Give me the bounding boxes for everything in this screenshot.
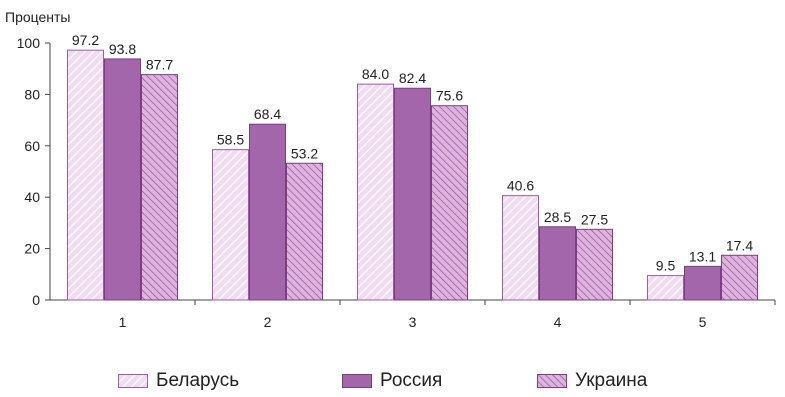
data-label: 40.6 [507, 178, 534, 194]
x-tick-label: 4 [554, 314, 562, 330]
data-label: 53.2 [291, 145, 318, 161]
data-label: 97.2 [72, 32, 99, 48]
legend-item-russia: Россия [342, 370, 442, 392]
legend-swatch-russia [342, 374, 372, 388]
data-label: 58.5 [217, 132, 244, 148]
y-tick-label: 60 [24, 138, 40, 154]
y-tick-label: 40 [24, 189, 40, 205]
legend-label-russia: Россия [380, 370, 443, 391]
x-tick-label: 3 [409, 314, 417, 330]
y-tick-label: 0 [32, 292, 40, 308]
bar-russia-4 [539, 226, 576, 301]
bar-russia-2 [249, 123, 286, 301]
data-label: 82.4 [399, 70, 426, 86]
bar-belarus-4 [502, 195, 539, 301]
bar-ukraine-5 [721, 254, 758, 301]
bar-russia-3 [394, 87, 431, 301]
bar-ukraine-4 [576, 228, 613, 301]
bar-chart: Проценты 0 20 40 60 80 100 1 2 3 4 5 97.2 93.8 87.7 5… [5, 9, 776, 330]
bar-belarus-1 [67, 49, 104, 301]
bars [67, 49, 758, 301]
legend-item-ukraine: Украина [537, 370, 647, 392]
x-tick-label: 2 [264, 314, 272, 330]
legend-swatch-ukraine [537, 374, 567, 388]
bar-belarus-3 [357, 83, 394, 301]
data-label: 87.7 [146, 57, 173, 73]
bar-ukraine-1 [141, 74, 178, 301]
bar-russia-1 [104, 58, 141, 301]
data-label: 84.0 [362, 66, 389, 82]
bar-belarus-2 [212, 149, 249, 301]
legend-swatch-belarus [118, 374, 148, 388]
bar-ukraine-3 [431, 105, 468, 301]
y-tick-label: 20 [24, 241, 40, 257]
legend: Беларусь Россия Украина [0, 370, 785, 394]
bar-belarus-5 [647, 275, 684, 301]
y-tick-label: 100 [17, 35, 41, 51]
data-label: 28.5 [544, 209, 571, 225]
legend-item-belarus: Беларусь [118, 370, 239, 392]
x-tick-label: 1 [119, 314, 127, 330]
bar-russia-5 [684, 265, 721, 301]
data-label: 27.5 [581, 211, 608, 227]
legend-label-ukraine: Украина [575, 370, 648, 391]
data-label: 9.5 [656, 258, 676, 274]
data-label: 13.1 [689, 248, 716, 264]
data-label: 17.4 [726, 237, 753, 253]
data-label: 93.8 [109, 41, 136, 57]
data-label: 68.4 [254, 106, 281, 122]
x-tick-label: 5 [699, 314, 707, 330]
y-tick-label: 80 [24, 86, 40, 102]
data-label: 75.6 [436, 88, 463, 104]
bar-ukraine-2 [286, 162, 323, 301]
data-labels: 97.2 93.8 87.7 58.5 68.4 53.2 84.0 82.4 75.6 40.6… [72, 32, 753, 273]
y-axis-label: Проценты [5, 9, 71, 25]
legend-label-belarus: Беларусь [156, 370, 240, 391]
